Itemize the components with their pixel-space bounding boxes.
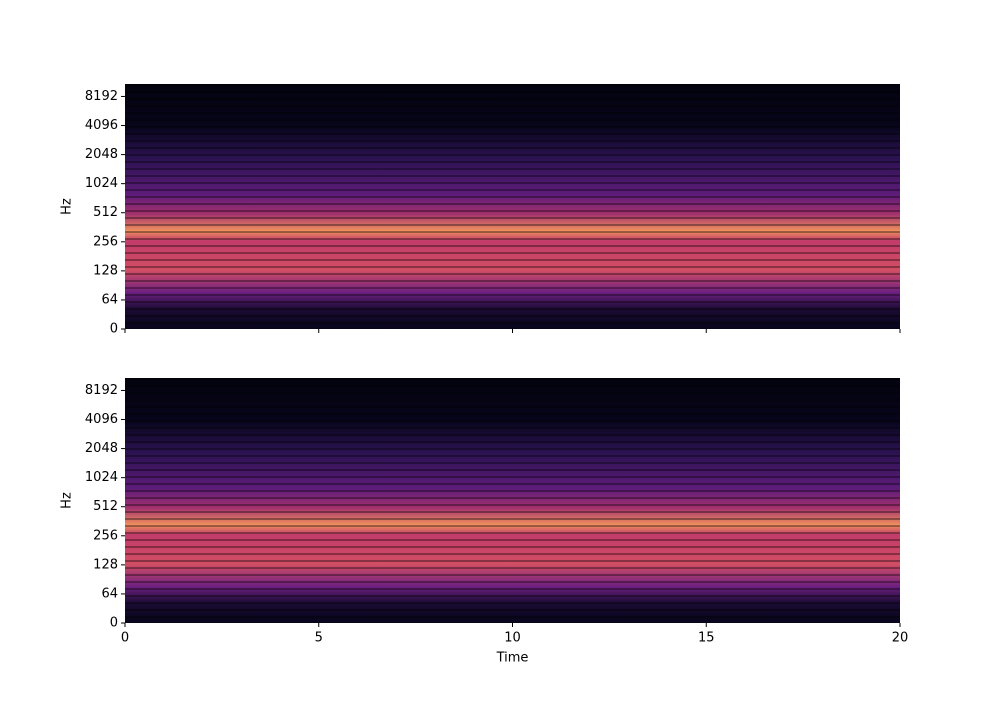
y-tick-label: 128 <box>93 263 118 278</box>
y-tick-label: 256 <box>93 234 118 249</box>
y-tick-label: 8192 <box>85 383 118 398</box>
spectrogram-texture <box>125 84 900 329</box>
x-tick-label: 5 <box>315 631 323 646</box>
y-tick-label: 64 <box>101 586 118 601</box>
y-tick-label: 1024 <box>85 470 118 485</box>
y-tick-label: 64 <box>101 292 118 307</box>
y-tick-label: 0 <box>110 322 118 337</box>
y-tick-label: 128 <box>93 557 118 572</box>
y-tick-label: 512 <box>93 205 118 220</box>
spectrogram-texture <box>125 378 900 623</box>
y-tick-label: 4096 <box>85 118 118 133</box>
y-axis-label: Hz <box>60 198 75 215</box>
y-tick-label: 4096 <box>85 412 118 427</box>
y-tick-label: 8192 <box>85 89 118 104</box>
x-tick-label: 0 <box>121 631 129 646</box>
y-tick-label: 1024 <box>85 176 118 191</box>
y-axis-label: Hz <box>60 492 75 509</box>
x-tick-label: 10 <box>504 631 521 646</box>
x-tick-label: 15 <box>698 631 715 646</box>
y-tick-label: 2048 <box>85 147 118 162</box>
x-axis-label: Time <box>496 651 529 666</box>
x-tick-label: 20 <box>892 631 909 646</box>
y-tick-label: 0 <box>110 616 118 631</box>
y-tick-label: 256 <box>93 528 118 543</box>
y-tick-label: 512 <box>93 499 118 514</box>
y-tick-label: 2048 <box>85 441 118 456</box>
